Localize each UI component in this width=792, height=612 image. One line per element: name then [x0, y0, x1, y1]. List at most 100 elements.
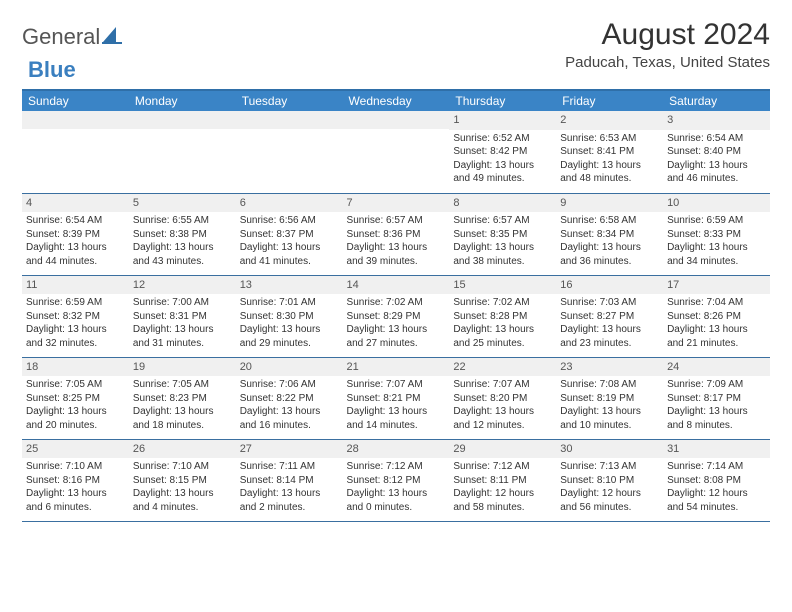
day-number: 10: [663, 194, 770, 213]
calendar-row: 25Sunrise: 7:10 AMSunset: 8:16 PMDayligh…: [22, 439, 770, 521]
col-thursday: Thursday: [449, 90, 556, 111]
day-number: 26: [129, 440, 236, 459]
calendar-cell: 14Sunrise: 7:02 AMSunset: 8:29 PMDayligh…: [343, 275, 450, 357]
day-info: Sunrise: 7:11 AMSunset: 8:14 PMDaylight:…: [240, 460, 339, 514]
col-wednesday: Wednesday: [343, 90, 450, 111]
day-number: 18: [22, 358, 129, 377]
calendar-cell: 25Sunrise: 7:10 AMSunset: 8:16 PMDayligh…: [22, 439, 129, 521]
col-monday: Monday: [129, 90, 236, 111]
day-number: 1: [449, 111, 556, 130]
calendar-cell: 2Sunrise: 6:53 AMSunset: 8:41 PMDaylight…: [556, 111, 663, 193]
calendar-cell: 17Sunrise: 7:04 AMSunset: 8:26 PMDayligh…: [663, 275, 770, 357]
day-info: Sunrise: 7:06 AMSunset: 8:22 PMDaylight:…: [240, 378, 339, 432]
day-number: 13: [236, 276, 343, 295]
day-info: Sunrise: 7:02 AMSunset: 8:29 PMDaylight:…: [347, 296, 446, 350]
day-number: 15: [449, 276, 556, 295]
calendar-cell: 31Sunrise: 7:14 AMSunset: 8:08 PMDayligh…: [663, 439, 770, 521]
day-number: 5: [129, 194, 236, 213]
day-info: Sunrise: 7:07 AMSunset: 8:21 PMDaylight:…: [347, 378, 446, 432]
day-info: Sunrise: 6:56 AMSunset: 8:37 PMDaylight:…: [240, 214, 339, 268]
day-info: Sunrise: 6:53 AMSunset: 8:41 PMDaylight:…: [560, 132, 659, 186]
calendar-cell: 23Sunrise: 7:08 AMSunset: 8:19 PMDayligh…: [556, 357, 663, 439]
empty-day: [129, 111, 236, 129]
day-info: Sunrise: 6:57 AMSunset: 8:36 PMDaylight:…: [347, 214, 446, 268]
day-info: Sunrise: 7:05 AMSunset: 8:23 PMDaylight:…: [133, 378, 232, 432]
day-number: 12: [129, 276, 236, 295]
calendar-row: 4Sunrise: 6:54 AMSunset: 8:39 PMDaylight…: [22, 193, 770, 275]
day-info: Sunrise: 7:09 AMSunset: 8:17 PMDaylight:…: [667, 378, 766, 432]
logo-text-2: Blue: [28, 57, 76, 82]
calendar-cell: 19Sunrise: 7:05 AMSunset: 8:23 PMDayligh…: [129, 357, 236, 439]
day-info: Sunrise: 7:07 AMSunset: 8:20 PMDaylight:…: [453, 378, 552, 432]
day-info: Sunrise: 7:05 AMSunset: 8:25 PMDaylight:…: [26, 378, 125, 432]
col-sunday: Sunday: [22, 90, 129, 111]
calendar-cell: [129, 111, 236, 193]
calendar-cell: 10Sunrise: 6:59 AMSunset: 8:33 PMDayligh…: [663, 193, 770, 275]
day-number: 16: [556, 276, 663, 295]
calendar-cell: 22Sunrise: 7:07 AMSunset: 8:20 PMDayligh…: [449, 357, 556, 439]
day-info: Sunrise: 7:01 AMSunset: 8:30 PMDaylight:…: [240, 296, 339, 350]
calendar-cell: 12Sunrise: 7:00 AMSunset: 8:31 PMDayligh…: [129, 275, 236, 357]
calendar-cell: [343, 111, 450, 193]
day-number: 23: [556, 358, 663, 377]
calendar-row: 1 Sunrise: 6:52 AMSunset: 8:42 PMDaylight…: [22, 111, 770, 193]
day-number: 22: [449, 358, 556, 377]
day-info: Sunrise: 7:04 AMSunset: 8:26 PMDaylight:…: [667, 296, 766, 350]
day-info: Sunrise: 6:52 AMSunset: 8:42 PMDaylight:…: [453, 132, 552, 186]
day-info: Sunrise: 6:59 AMSunset: 8:32 PMDaylight:…: [26, 296, 125, 350]
calendar-cell: 18Sunrise: 7:05 AMSunset: 8:25 PMDayligh…: [22, 357, 129, 439]
calendar-cell: 6Sunrise: 6:56 AMSunset: 8:37 PMDaylight…: [236, 193, 343, 275]
calendar-cell: 29Sunrise: 7:12 AMSunset: 8:11 PMDayligh…: [449, 439, 556, 521]
calendar-cell: 27Sunrise: 7:11 AMSunset: 8:14 PMDayligh…: [236, 439, 343, 521]
day-number: 19: [129, 358, 236, 377]
day-info: Sunrise: 7:10 AMSunset: 8:16 PMDaylight:…: [26, 460, 125, 514]
day-number: 6: [236, 194, 343, 213]
calendar-cell: 21Sunrise: 7:07 AMSunset: 8:21 PMDayligh…: [343, 357, 450, 439]
calendar-row: 11Sunrise: 6:59 AMSunset: 8:32 PMDayligh…: [22, 275, 770, 357]
calendar-cell: 24Sunrise: 7:09 AMSunset: 8:17 PMDayligh…: [663, 357, 770, 439]
calendar-cell: 13Sunrise: 7:01 AMSunset: 8:30 PMDayligh…: [236, 275, 343, 357]
day-number: 24: [663, 358, 770, 377]
day-info: Sunrise: 6:58 AMSunset: 8:34 PMDaylight:…: [560, 214, 659, 268]
day-info: Sunrise: 7:02 AMSunset: 8:28 PMDaylight:…: [453, 296, 552, 350]
day-info: Sunrise: 7:00 AMSunset: 8:31 PMDaylight:…: [133, 296, 232, 350]
logo: General: [22, 24, 122, 50]
day-info: Sunrise: 6:54 AMSunset: 8:40 PMDaylight:…: [667, 132, 766, 186]
calendar-table: Sunday Monday Tuesday Wednesday Thursday…: [22, 89, 770, 522]
day-info: Sunrise: 6:59 AMSunset: 8:33 PMDaylight:…: [667, 214, 766, 268]
day-number: 29: [449, 440, 556, 459]
calendar-cell: [22, 111, 129, 193]
calendar-cell: 4Sunrise: 6:54 AMSunset: 8:39 PMDaylight…: [22, 193, 129, 275]
calendar-cell: 3 Sunrise: 6:54 AMSunset: 8:40 PMDaylight…: [663, 111, 770, 193]
empty-day: [22, 111, 129, 129]
day-info: Sunrise: 7:14 AMSunset: 8:08 PMDaylight:…: [667, 460, 766, 514]
day-number: 17: [663, 276, 770, 295]
calendar-cell: 8Sunrise: 6:57 AMSunset: 8:35 PMDaylight…: [449, 193, 556, 275]
calendar-cell: 26Sunrise: 7:10 AMSunset: 8:15 PMDayligh…: [129, 439, 236, 521]
empty-day: [236, 111, 343, 129]
day-info: Sunrise: 6:54 AMSunset: 8:39 PMDaylight:…: [26, 214, 125, 268]
weekday-header-row: Sunday Monday Tuesday Wednesday Thursday…: [22, 90, 770, 111]
calendar-row: 18Sunrise: 7:05 AMSunset: 8:25 PMDayligh…: [22, 357, 770, 439]
day-info: Sunrise: 7:13 AMSunset: 8:10 PMDaylight:…: [560, 460, 659, 514]
day-number: 3: [663, 111, 770, 130]
calendar-cell: 5Sunrise: 6:55 AMSunset: 8:38 PMDaylight…: [129, 193, 236, 275]
day-number: 7: [343, 194, 450, 213]
calendar-cell: 7Sunrise: 6:57 AMSunset: 8:36 PMDaylight…: [343, 193, 450, 275]
calendar-cell: 1 Sunrise: 6:52 AMSunset: 8:42 PMDaylight…: [449, 111, 556, 193]
day-info: Sunrise: 6:57 AMSunset: 8:35 PMDaylight:…: [453, 214, 552, 268]
day-number: 14: [343, 276, 450, 295]
day-info: Sunrise: 7:08 AMSunset: 8:19 PMDaylight:…: [560, 378, 659, 432]
day-number: 8: [449, 194, 556, 213]
day-info: Sunrise: 7:12 AMSunset: 8:12 PMDaylight:…: [347, 460, 446, 514]
calendar-cell: 15Sunrise: 7:02 AMSunset: 8:28 PMDayligh…: [449, 275, 556, 357]
day-number: 25: [22, 440, 129, 459]
day-info: Sunrise: 7:03 AMSunset: 8:27 PMDaylight:…: [560, 296, 659, 350]
logo-text-1: General: [22, 24, 100, 50]
calendar-cell: 9Sunrise: 6:58 AMSunset: 8:34 PMDaylight…: [556, 193, 663, 275]
day-info: Sunrise: 7:12 AMSunset: 8:11 PMDaylight:…: [453, 460, 552, 514]
col-tuesday: Tuesday: [236, 90, 343, 111]
col-friday: Friday: [556, 90, 663, 111]
day-number: 30: [556, 440, 663, 459]
day-number: 4: [22, 194, 129, 213]
